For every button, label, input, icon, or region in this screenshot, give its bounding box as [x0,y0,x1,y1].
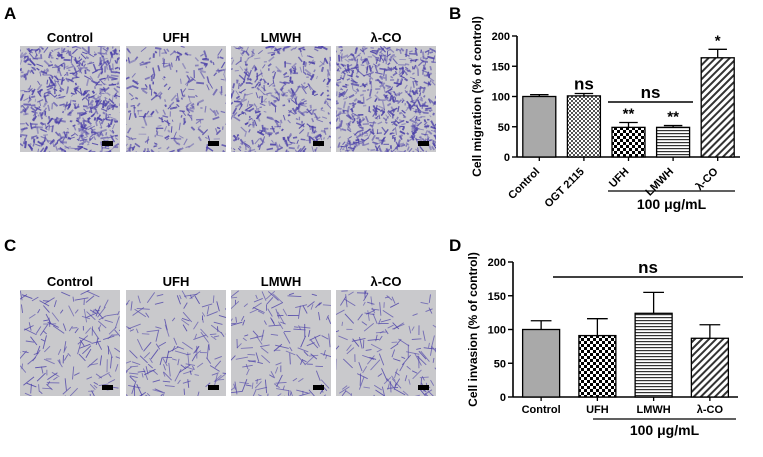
x-tick-label: Control [522,404,561,416]
micrograph-image [20,290,120,396]
x-tick-label: LMWH [643,166,676,199]
y-tick-label: 200 [488,257,506,269]
y-tick-label: 150 [488,291,506,303]
y-tick-label: 0 [504,152,510,164]
x-tick-label: λ-CO [697,404,724,416]
micrograph-image [231,290,331,396]
y-tick-label: 150 [492,61,510,73]
x-tick-label: Control [506,166,542,202]
micrograph-image [336,46,436,152]
y-tick-label: 100 [488,325,506,337]
x-tick-label: LMWH [637,404,671,416]
significance-label: * [715,32,721,49]
bar [522,95,557,158]
x-tick-label: UFH [607,166,632,191]
image-label: λ-CO [370,30,402,45]
y-tick-label: 0 [500,392,506,404]
image-label: LMWH [260,274,302,289]
scale-bar [102,385,113,390]
micrograph-image [20,46,120,152]
bar [655,126,691,158]
scale-bar [313,141,324,146]
scale-bar [313,385,324,390]
x-tick-label: UFH [586,404,609,416]
y-axis-label: Cell invasion (% of control) [466,252,480,407]
migration-bar-chart: 0 50 100 150 200 Cell migration (% of control… [470,16,740,212]
scale-bar [102,141,113,146]
significance-label: ns [574,74,594,93]
panel-letter-c: C [4,236,17,255]
group-label: 100 μg/mL [630,422,700,438]
significance-label: ** [623,106,635,123]
y-tick-label: 50 [494,358,506,370]
bar [578,334,617,398]
micrograph-image [336,290,436,396]
image-label: UFH [162,30,190,45]
bracket-label: ns [641,83,661,102]
bar [634,312,673,398]
micrograph-image [231,46,331,152]
group-label: 100 μg/mL [637,196,707,212]
significance-label: ** [667,109,679,126]
y-tick-label: 100 [492,92,510,104]
bar [566,95,602,158]
image-label: Control [46,30,94,45]
panel-letter-a: A [4,4,17,23]
bar [690,337,730,398]
scale-bar [418,141,429,146]
panel-letter-b: B [449,4,462,23]
x-tick-label: λ-CO [694,165,721,192]
panel-letter-d: D [449,236,462,255]
micrograph-image [126,290,226,396]
image-label: UFH [162,274,190,289]
invasion-bar-chart: 0 50 100 150 200 Cell invasion (% of control)… [466,252,743,438]
bar [611,126,646,158]
y-axis-label: Cell migration (% of control) [470,16,484,177]
image-label: Control [46,274,94,289]
scale-bar [208,141,219,146]
bar [521,328,561,398]
bar [700,57,735,158]
micrograph-image [126,46,226,152]
scale-bar [418,385,429,390]
image-label: λ-CO [370,274,402,289]
y-tick-label: 200 [492,31,510,43]
bracket-label: ns [638,258,658,277]
scale-bar [208,385,219,390]
x-tick-label: OGT 2115 [543,166,587,210]
image-label: LMWH [260,30,302,45]
y-tick-label: 50 [498,122,510,134]
